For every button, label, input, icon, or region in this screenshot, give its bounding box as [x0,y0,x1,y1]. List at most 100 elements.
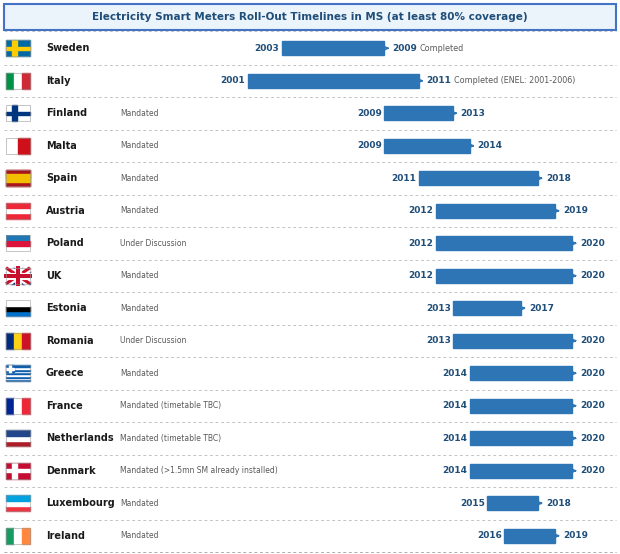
Text: 2009: 2009 [358,109,383,118]
Text: Mandated: Mandated [120,174,159,183]
Text: Finland: Finland [46,108,87,118]
Bar [6,367,30,369]
Bar [6,368,14,370]
Text: 2020: 2020 [580,401,604,411]
Bar [14,333,22,349]
Bar [6,430,30,435]
Bar [6,463,30,479]
Text: Romania: Romania [46,336,94,346]
Text: 2020: 2020 [580,466,604,475]
Text: 2001: 2001 [220,76,245,85]
Bar [6,365,14,372]
Text: Completed (ENEL: 2001-2006): Completed (ENEL: 2001-2006) [453,76,575,85]
Bar [22,528,30,543]
Bar [6,378,30,379]
Bar [6,170,30,186]
Text: 2011: 2011 [427,76,451,85]
Bar [6,501,30,506]
Text: 2016: 2016 [477,531,502,540]
Text: 2013: 2013 [426,304,451,313]
Bar [14,398,22,414]
Text: Spain: Spain [46,173,78,183]
Text: 2014: 2014 [443,401,467,411]
Bar [14,528,22,543]
Bar [6,246,30,252]
Text: Completed: Completed [419,44,464,53]
Bar [6,435,30,441]
Bar [6,235,30,240]
Bar [6,203,30,208]
Text: Netherlands: Netherlands [46,433,113,443]
Text: 2003: 2003 [254,44,279,53]
Text: UK: UK [46,271,61,281]
Bar [6,203,30,219]
Text: Mandated: Mandated [120,141,159,150]
Bar [6,372,30,374]
Bar [18,138,30,154]
Text: 2017: 2017 [529,304,554,313]
Text: 2018: 2018 [546,499,571,508]
Bar [6,170,30,186]
Text: 2014: 2014 [477,141,503,150]
Text: Mandated (timetable TBC): Mandated (timetable TBC) [120,434,221,443]
Bar [6,463,30,479]
Bar [6,47,30,50]
Text: 2012: 2012 [409,206,433,216]
Bar [6,73,30,89]
Text: 2018: 2018 [546,174,571,183]
Bar [6,333,14,349]
Text: 2014: 2014 [443,369,467,378]
Text: 2014: 2014 [443,434,467,443]
Bar [6,300,30,316]
Bar [12,463,17,479]
Text: 2012: 2012 [409,271,433,280]
Text: Denmark: Denmark [46,466,95,476]
Bar [6,138,18,154]
Bar [6,528,30,543]
Bar [6,528,14,543]
Bar [453,334,572,347]
Bar [6,268,30,284]
Text: 2009: 2009 [358,141,383,150]
Bar [6,311,30,316]
Bar [6,40,30,57]
Text: Electricity Smart Meters Roll-Out Timelines in MS (at least 80% coverage): Electricity Smart Meters Roll-Out Timeli… [92,12,528,22]
Bar [436,204,555,218]
Text: 2013: 2013 [461,109,485,118]
Text: Mandated: Mandated [120,499,159,508]
FancyBboxPatch shape [4,4,616,30]
Text: 2015: 2015 [460,499,485,508]
Bar [6,105,30,121]
Bar [6,495,30,511]
Text: 2020: 2020 [580,369,604,378]
Bar [6,374,30,376]
Bar [504,529,555,542]
Bar [22,398,30,414]
Text: Sweden: Sweden [46,43,89,53]
Text: 2020: 2020 [580,336,604,345]
Bar [6,369,30,371]
Bar [487,496,538,510]
Bar [6,371,30,372]
Bar [6,213,30,219]
Bar [6,138,30,154]
Bar [22,73,30,89]
Text: Luxembourg: Luxembourg [46,498,115,508]
Bar [6,398,30,414]
Bar [453,301,521,315]
Text: 2012: 2012 [409,239,433,248]
Bar [6,105,30,121]
Text: 2009: 2009 [392,44,417,53]
Text: 2020: 2020 [580,271,604,280]
Bar [6,170,30,178]
Text: France: France [46,401,82,411]
Bar [6,506,30,511]
Bar [12,105,17,121]
Text: Poland: Poland [46,238,84,248]
Text: Italy: Italy [46,76,71,86]
Bar [6,40,30,57]
Text: Mandated: Mandated [120,109,159,118]
Text: Ireland: Ireland [46,531,85,541]
Text: Mandated: Mandated [120,271,159,280]
Bar [6,376,30,378]
